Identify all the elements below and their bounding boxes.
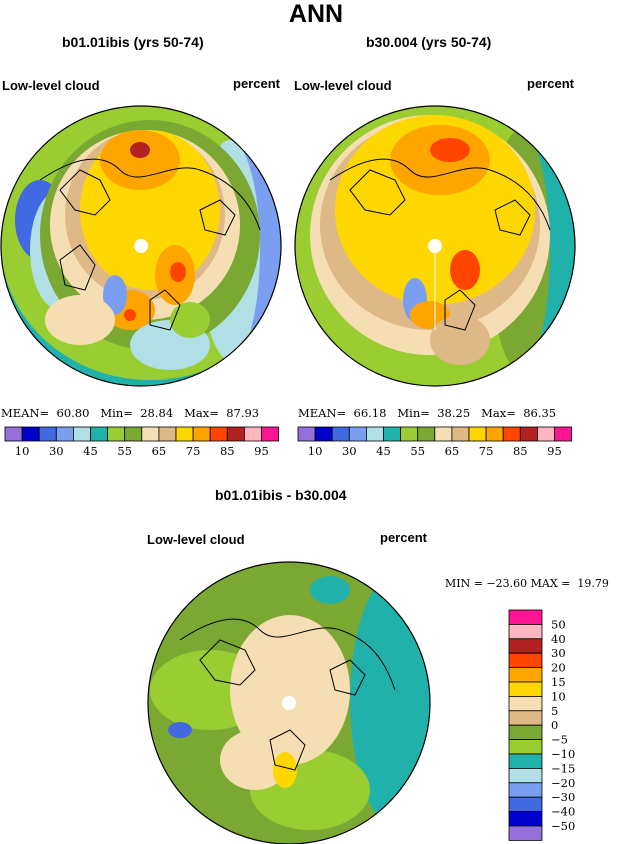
difference-legend-label: 50 (551, 617, 566, 631)
panel-2-case-title: b30.004 (yrs 50-74) (366, 34, 492, 50)
panel-2-colorbar-box (537, 426, 555, 442)
difference-polar-map (148, 562, 430, 844)
panel-1-colorbar-box (192, 426, 211, 442)
difference-legend-label: −10 (551, 747, 575, 761)
panel-1-colorbar-box (38, 426, 57, 442)
difference-legend-label: −40 (551, 805, 575, 819)
difference-legend-label: −5 (551, 733, 568, 747)
panel-2-polar-map (295, 106, 575, 386)
panel-2-colorbar-tick-label: 65 (445, 444, 460, 458)
difference-legend-box (508, 796, 543, 813)
panel-1-colorbar-box (21, 426, 40, 442)
panel-1-colorbar-box (124, 426, 143, 442)
panel-2-colorbar-box (314, 426, 333, 442)
difference-legend-box (508, 753, 543, 769)
panel-1-colorbar-box (73, 426, 91, 442)
panel-1-colorbar-box (243, 426, 262, 442)
panel-2-colorbar-box (400, 426, 419, 442)
difference-legend-label: 15 (551, 675, 566, 689)
panel-1-colorbar-box (226, 426, 245, 442)
difference-legend-label: 20 (551, 661, 566, 675)
panel-2-colorbar-box (365, 426, 384, 442)
panel-2-variable-label: Low-level cloud (294, 78, 392, 93)
panel-1-colorbar-box (141, 426, 160, 442)
panel-2-colorbar-box (468, 426, 487, 442)
difference-legend-box (508, 739, 543, 755)
panel-2-stats: MEAN= 66.18 Min= 38.25 Max= 86.35 (298, 406, 557, 420)
difference-legend-box (508, 710, 543, 726)
difference-legend-box (508, 609, 543, 625)
difference-legend-label: 10 (551, 689, 566, 703)
panel-2-colorbar-box (519, 426, 538, 442)
panel-1-variable-label: Low-level cloud (2, 78, 100, 93)
panel-2-colorbar-tick-label: 30 (342, 444, 357, 458)
panel-2-units-label: percent (527, 76, 574, 91)
panel-1-polar-map (1, 106, 281, 386)
panel-1-colorbar-tick-label: 75 (186, 444, 201, 458)
difference-legend-label: −15 (551, 761, 575, 775)
panel-1-colorbar-tick-label: 55 (117, 444, 132, 458)
panel-2-colorbar-tick-label: 10 (308, 444, 323, 458)
panel-2-colorbar-box (554, 426, 573, 442)
panel-1-colorbar: 10 30 45 55 65 75 85 95 (4, 426, 280, 458)
difference-legend-label: −50 (551, 819, 575, 833)
difference-legend-box (508, 696, 543, 712)
difference-units-label: percent (380, 530, 427, 545)
panel-2-colorbar-box (434, 426, 453, 442)
panel-1-colorbar-box (209, 426, 228, 442)
difference-legend-label: 30 (551, 646, 566, 660)
panel-1-case-title: b01.01ibis (yrs 50-74) (62, 34, 204, 50)
panel-1-colorbar-box (175, 426, 194, 442)
difference-legend-label: 40 (551, 632, 566, 646)
difference-legend-box (508, 652, 543, 669)
difference-legend-box (508, 667, 543, 683)
panel-1-stats: MEAN= 60.80 Min= 28.84 Max= 87.93 (1, 406, 260, 420)
panel-2-colorbar-box (331, 426, 350, 442)
difference-legend-box (508, 782, 543, 798)
difference-legend-box (508, 638, 543, 654)
difference-title: b01.01ibis - b30.004 (215, 487, 347, 503)
panel-2-colorbar-tick-label: 95 (547, 444, 562, 458)
panel-2-colorbar-tick-label: 85 (513, 444, 528, 458)
panel-1-colorbar-tick-label: 10 (15, 444, 30, 458)
panel-1-colorbar-box (4, 426, 23, 442)
panel-2-colorbar-box (348, 426, 367, 442)
difference-legend-label: 0 (551, 718, 558, 732)
difference-variable-label: Low-level cloud (147, 532, 245, 547)
difference-legend-box (508, 624, 543, 640)
panel-2-colorbar-tick-label: 55 (410, 444, 425, 458)
difference-legend-label: −30 (551, 790, 575, 804)
panel-2-colorbar-box (417, 426, 436, 442)
panel-1-colorbar-box (261, 426, 280, 442)
panel-2-colorbar-tick-label: 45 (376, 444, 391, 458)
panel-1-colorbar-box (90, 426, 109, 442)
plot-title: ANN (288, 0, 344, 28)
panel-1-colorbar-box (107, 426, 126, 442)
difference-min-max: MIN = −23.60 MAX = 19.79 (445, 577, 609, 590)
panel-2-colorbar-box (383, 426, 402, 442)
panel-2-colorbar: 10 30 45 55 65 75 85 95 (297, 426, 573, 458)
panel-2-colorbar-box (485, 426, 504, 442)
difference-legend-label: −20 (551, 776, 575, 790)
difference-legend-box (508, 724, 543, 741)
panel-1-colorbar-tick-label: 95 (254, 444, 269, 458)
panel-1-colorbar-tick-label: 65 (152, 444, 167, 458)
difference-legend-box (508, 825, 543, 841)
panel-2-colorbar-box (451, 426, 470, 442)
difference-legend-box (508, 768, 543, 784)
difference-legend-box (508, 811, 543, 827)
difference-legend-label: 5 (551, 704, 558, 718)
panel-1-colorbar-box (55, 426, 74, 442)
panel-1-colorbar-box (158, 426, 177, 442)
panel-2-colorbar-tick-label: 75 (479, 444, 494, 458)
panel-1-units-label: percent (233, 76, 280, 91)
panel-2-colorbar-box (297, 426, 316, 442)
panel-1-colorbar-tick-label: 30 (49, 444, 64, 458)
panel-1-colorbar-tick-label: 85 (220, 444, 235, 458)
panel-2-colorbar-box (502, 426, 521, 442)
difference-legend-box (508, 681, 543, 697)
panel-1-colorbar-tick-label: 45 (83, 444, 98, 458)
